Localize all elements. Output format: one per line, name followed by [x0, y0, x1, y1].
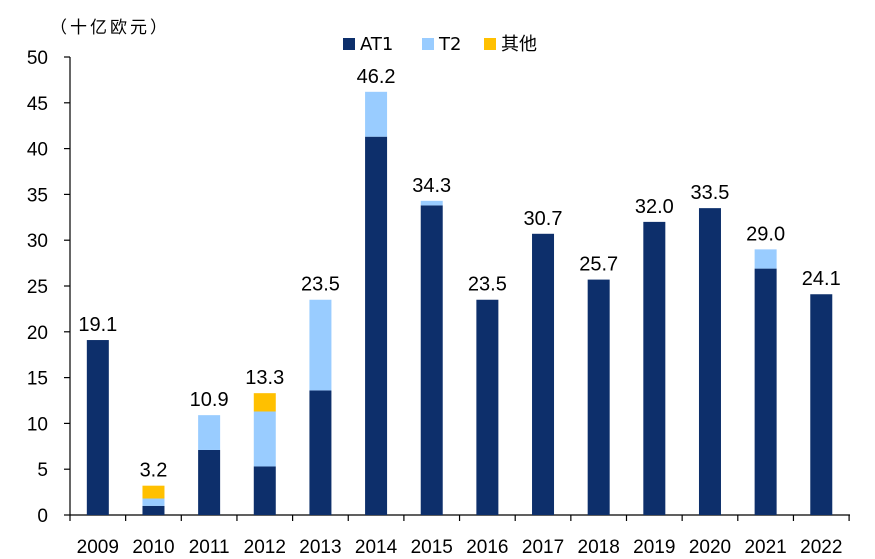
- x-tick-label: 2015: [411, 537, 453, 558]
- x-tick-label: 2016: [466, 537, 508, 558]
- unit-label: （十亿欧元）: [50, 18, 170, 38]
- x-tick-label: 2011: [189, 537, 230, 558]
- data-label: 19.1: [78, 314, 117, 336]
- data-label: 33.5: [691, 182, 730, 204]
- legend-label: 其他: [501, 34, 537, 55]
- bar-segment-T2: [365, 91, 388, 137]
- bar-segment-T2: [309, 299, 332, 391]
- bar-segment-AT1: [365, 136, 388, 515]
- data-label: 24.1: [802, 268, 841, 290]
- legend: AT1 T2 其他: [343, 34, 537, 55]
- x-tick-label: 2010: [132, 537, 174, 558]
- bar-segment-T2: [420, 200, 443, 206]
- bar-segment-AT1: [810, 294, 833, 515]
- bar-segment-T2: [253, 411, 276, 467]
- bar-segment-AT1: [142, 505, 165, 515]
- bar-segment-AT1: [532, 233, 555, 515]
- legend-swatch: [422, 38, 434, 50]
- legend-swatch: [343, 38, 355, 50]
- y-tick-label: 40: [27, 140, 48, 161]
- data-label: 29.0: [746, 223, 785, 245]
- bar-segment-T2: [198, 415, 221, 450]
- bar-segment-AT1: [698, 208, 721, 515]
- bar-segment-AT1: [253, 466, 276, 515]
- x-tick-label: 2019: [633, 537, 675, 558]
- x-tick-label: 2014: [355, 537, 398, 558]
- data-label: 34.3: [412, 175, 451, 197]
- x-tick-label: 2021: [744, 537, 786, 558]
- x-tick-label: 2018: [578, 537, 620, 558]
- bar-segment-AT1: [587, 279, 610, 515]
- legend-swatch: [484, 38, 496, 50]
- x-axis: 2009 2010 2011 2012 2013 2014 2015 2016 2017 2018…: [69, 514, 850, 558]
- data-label: 3.2: [140, 460, 168, 482]
- data-label: 13.3: [245, 367, 284, 389]
- x-tick-label: 2020: [689, 537, 731, 558]
- data-label: 25.7: [579, 254, 618, 276]
- data-label: 23.5: [468, 274, 507, 296]
- bar-segment-其他: [253, 393, 276, 412]
- data-label: 30.7: [524, 208, 563, 230]
- y-tick-label: 45: [27, 94, 48, 115]
- x-tick-label: 2012: [244, 537, 286, 558]
- y-tick-label: 25: [27, 277, 48, 298]
- x-tick-label: 2017: [522, 537, 564, 558]
- bar-segment-AT1: [476, 299, 499, 515]
- bar-segment-其他: [142, 485, 165, 499]
- bar-segment-AT1: [643, 221, 666, 515]
- y-tick-label: 5: [37, 460, 48, 481]
- bar-segment-AT1: [754, 268, 777, 515]
- y-tick-label: 35: [27, 185, 48, 206]
- data-label: 46.2: [357, 66, 396, 88]
- bar-segment-AT1: [420, 205, 443, 515]
- y-tick-label: 20: [27, 323, 48, 344]
- data-label: 32.0: [635, 196, 674, 218]
- bars: [86, 91, 833, 515]
- bar-segment-AT1: [198, 449, 221, 515]
- legend-label: T2: [438, 34, 461, 55]
- data-label: 23.5: [301, 274, 340, 296]
- bar-segment-AT1: [86, 340, 109, 515]
- bar-segment-T2: [142, 498, 165, 506]
- x-tick-label: 2022: [800, 537, 842, 558]
- data-label: 10.9: [190, 389, 229, 411]
- data-labels: 19.1 3.2 10.9 13.3 23.5 46.2 34.3 23.5 30.7 25.7 3…: [78, 66, 840, 482]
- bar-segment-AT1: [309, 390, 332, 515]
- bar-segment-T2: [754, 249, 777, 269]
- y-tick-label: 15: [27, 369, 48, 390]
- y-tick-label: 30: [27, 231, 48, 252]
- legend-label: AT1: [360, 34, 393, 55]
- x-tick-label: 2009: [77, 537, 119, 558]
- y-tick-label: 50: [27, 48, 48, 69]
- y-axis: 0 5 10 15 20 25 30 35 40 45 50: [27, 48, 71, 527]
- y-tick-label: 10: [27, 414, 48, 435]
- y-tick-label: 0: [37, 506, 48, 527]
- x-tick-label: 2013: [299, 537, 341, 558]
